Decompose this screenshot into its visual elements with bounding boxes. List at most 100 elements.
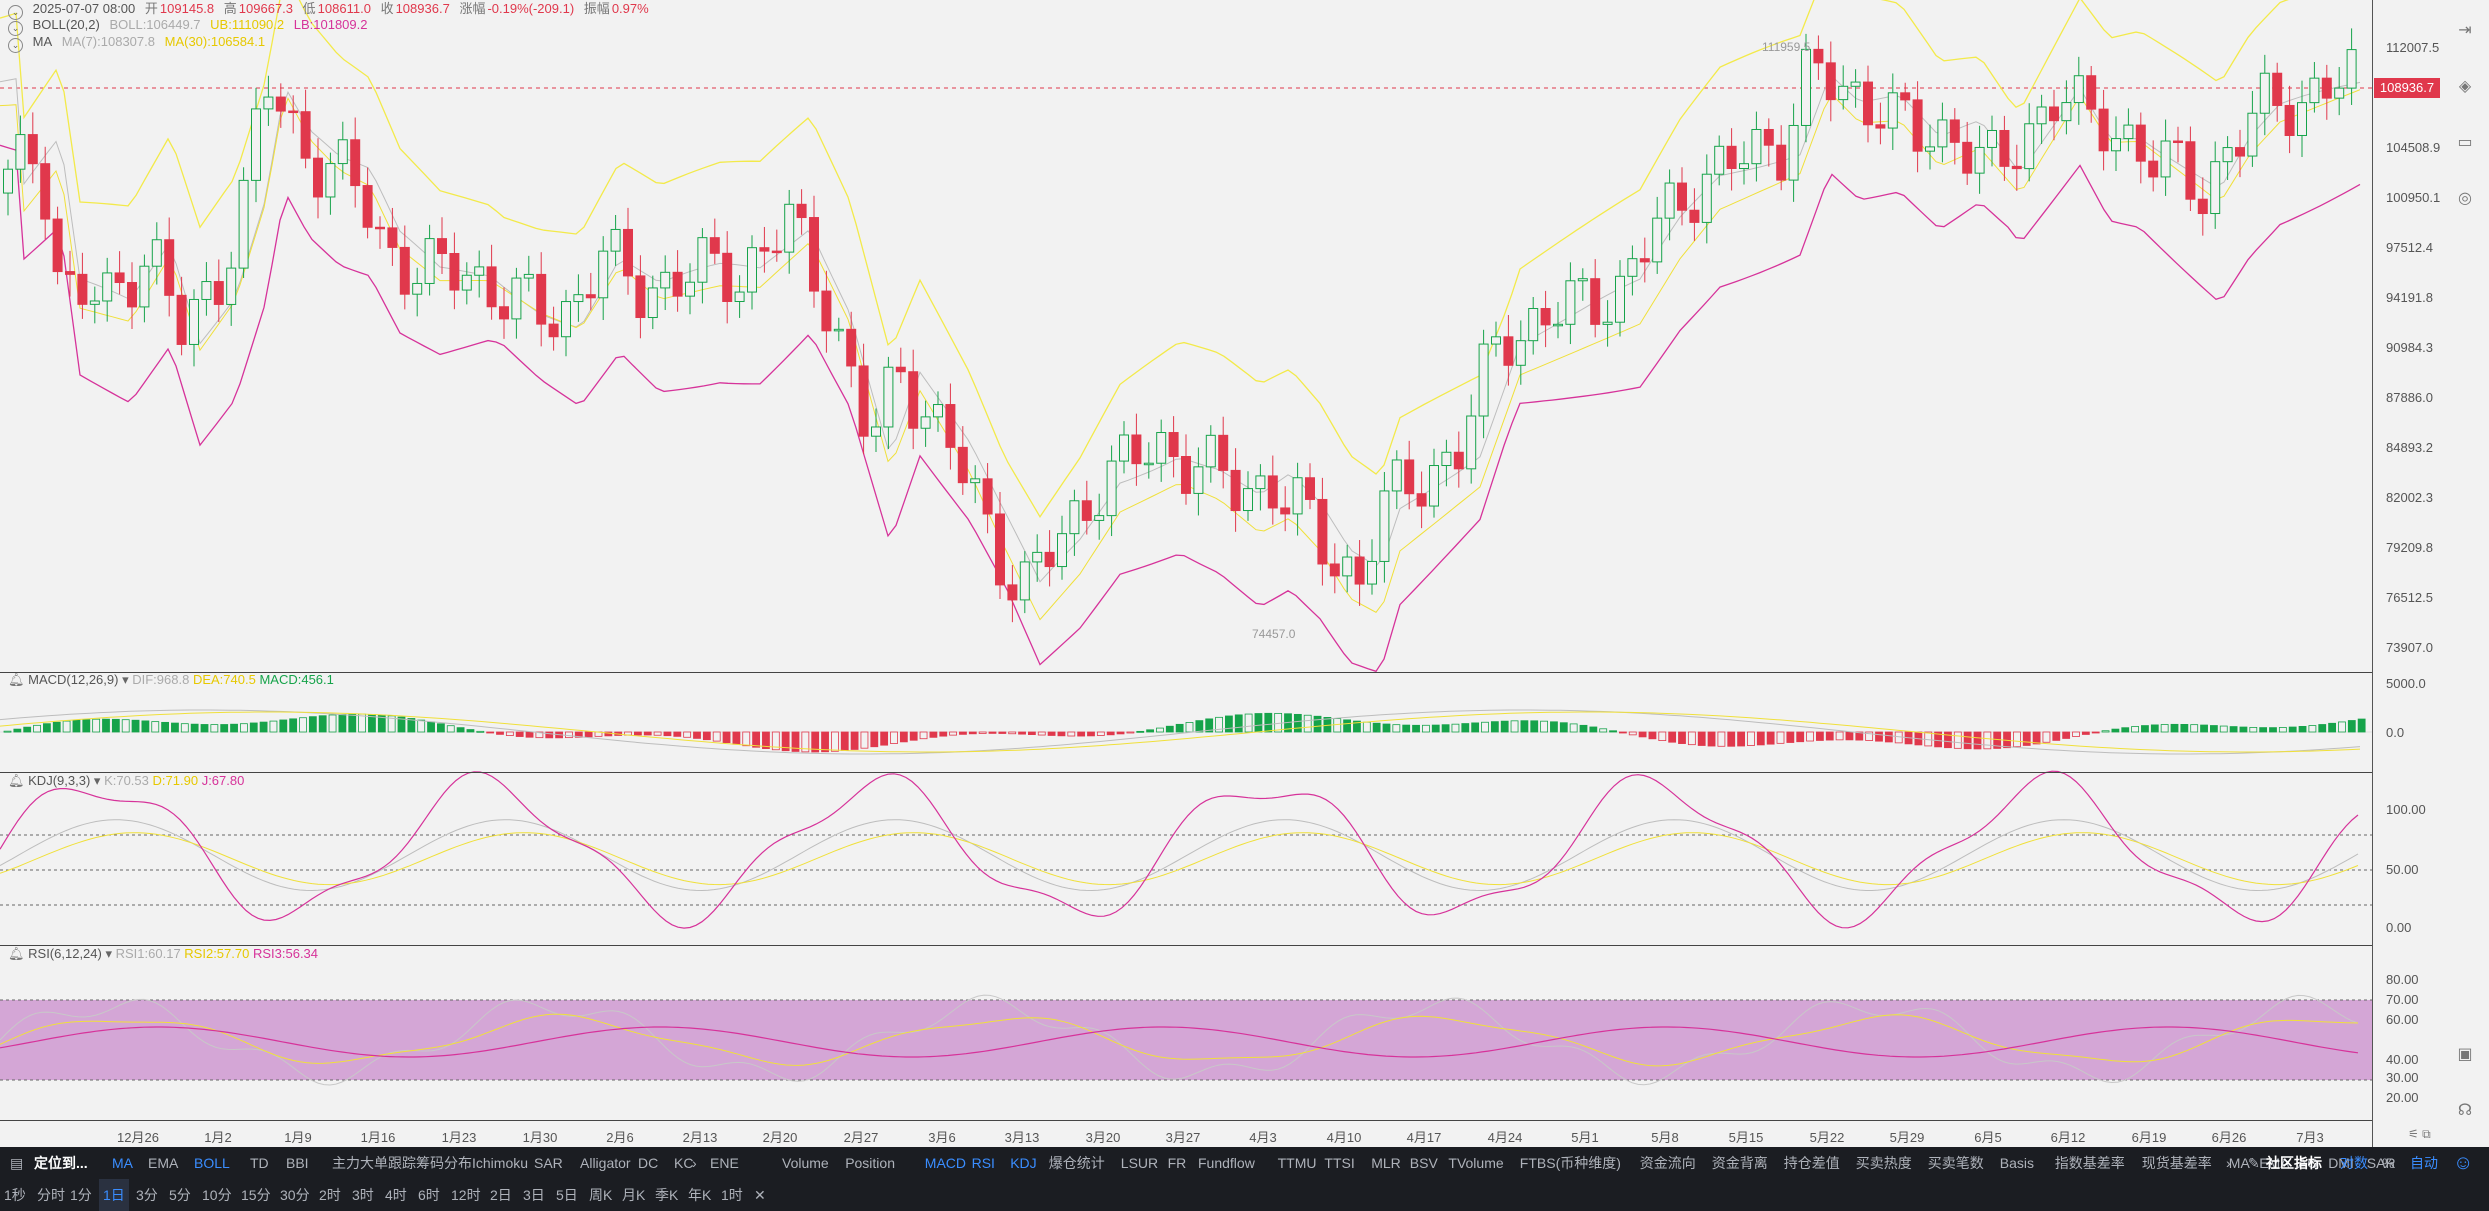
dropdown-arrow-icon[interactable]: ▾ — [122, 672, 129, 687]
timeframe-18[interactable]: 月K — [622, 1187, 646, 1203]
edit-icon[interactable]: ✎ — [2248, 1155, 2260, 1171]
bell-icon[interactable]: 🔔︎ — [8, 773, 25, 788]
timeframe-11[interactable]: 4时 — [385, 1187, 407, 1203]
timeframe-19[interactable]: 季K — [655, 1187, 679, 1203]
sub-indicator-4[interactable]: KDJ — [1010, 1155, 1037, 1171]
macd-name[interactable]: MACD(12,26,9) — [28, 672, 119, 687]
sub-indicator-3[interactable]: RSI — [971, 1155, 995, 1171]
timeframe-8[interactable]: 30分 — [280, 1187, 310, 1203]
sub-indicator-21[interactable]: 指数基差率 — [2054, 1155, 2125, 1171]
sub-indicator-10[interactable]: TTSI — [1324, 1155, 1355, 1171]
sub-indicator-0[interactable]: Volume — [782, 1155, 829, 1171]
timeframe-15[interactable]: 3日 — [523, 1187, 545, 1203]
indicator-5[interactable]: 主力大单跟踪 — [332, 1155, 416, 1171]
sub-indicator-24[interactable]: EMA — [2259, 1155, 2290, 1171]
timeframe-1[interactable]: 分时 — [37, 1187, 65, 1203]
timeframe-2[interactable]: 1分 — [70, 1187, 92, 1203]
indicator-7[interactable]: Ichimoku — [472, 1155, 529, 1171]
indicator-12[interactable]: ENE — [710, 1155, 739, 1171]
indicator-9[interactable]: Alligator — [580, 1155, 631, 1171]
axis-settings-icon[interactable]: ⚟ ⧉ — [2408, 1127, 2431, 1141]
sub-indicator-12[interactable]: BSV — [1409, 1155, 1438, 1171]
chevron-down-icon[interactable]: ⌄ — [8, 21, 23, 36]
timeframe-6[interactable]: 10分 — [202, 1187, 232, 1203]
macd-histogram-bar — [1254, 713, 1263, 733]
indicator-8[interactable]: SAR — [534, 1155, 563, 1171]
sub-indicator-6[interactable]: LSUR — [1120, 1155, 1159, 1171]
dropdown-arrow-icon[interactable]: ▾ — [105, 946, 112, 961]
timeframe-17[interactable]: 周K — [589, 1187, 613, 1203]
timeframe-16[interactable]: 5日 — [556, 1187, 578, 1203]
monitor-icon[interactable]: ▭ — [2457, 134, 2473, 151]
kdj-name[interactable]: KDJ(9,3,3) — [28, 773, 91, 788]
export-icon[interactable]: ⇥ — [2458, 22, 2472, 39]
indicator-10[interactable]: DC — [638, 1155, 659, 1171]
timeframe-10[interactable]: 3时 — [352, 1187, 374, 1203]
sub-indicator-9[interactable]: TTMU — [1277, 1155, 1317, 1171]
chevron-down-icon[interactable]: ⌄ — [8, 5, 23, 20]
indicator-2[interactable]: BOLL — [194, 1155, 230, 1171]
indicator-0[interactable]: MA — [112, 1155, 133, 1171]
sub-indicator-25[interactable]: AO — [2297, 1155, 2319, 1171]
timeframe-7[interactable]: 15分 — [241, 1187, 271, 1203]
sub-indicator-1[interactable]: Position — [845, 1155, 895, 1171]
sub-indicator-7[interactable]: FR — [1167, 1155, 1187, 1171]
sub-indicator-22[interactable]: 现货基差率 — [2141, 1155, 2212, 1171]
timeframe-12[interactable]: 6时 — [418, 1187, 440, 1203]
sub-indicator-18[interactable]: 买卖热度 — [1855, 1155, 1912, 1171]
timeframe-20[interactable]: 年K — [688, 1187, 712, 1203]
sub-indicator-20[interactable]: Basis — [1999, 1155, 2035, 1171]
sub-indicator-17[interactable]: 持仓差值 — [1783, 1155, 1840, 1171]
close-icon[interactable]: ✕ — [754, 1187, 766, 1203]
timeframe-9[interactable]: 2时 — [319, 1187, 341, 1203]
pane-separator[interactable] — [0, 672, 2372, 673]
community-indicators-button[interactable]: 社区指标 — [2266, 1155, 2322, 1171]
boll-name[interactable]: BOLL(20,2) — [32, 17, 100, 32]
pane-separator[interactable] — [0, 772, 2372, 773]
indicator-6[interactable]: 筹码分布 — [416, 1155, 472, 1171]
timeframe-3[interactable]: 1日 — [99, 1179, 129, 1211]
candlestick-chart[interactable] — [0, 0, 2372, 1120]
chevron-right-icon[interactable]: › — [692, 1155, 697, 1171]
timeframe-13[interactable]: 12时 — [451, 1187, 481, 1203]
sub-indicator-8[interactable]: Fundflow — [1198, 1155, 1255, 1171]
log-scale-toggle[interactable]: 对数 — [2340, 1155, 2368, 1171]
sub-indicator-5[interactable]: 爆仓统计 — [1048, 1155, 1105, 1171]
timeframe-5[interactable]: 5分 — [169, 1187, 191, 1203]
sub-indicator-13[interactable]: TVolume — [1448, 1155, 1504, 1171]
percent-scale-toggle[interactable]: % — [2382, 1155, 2395, 1171]
sub-indicator-26[interactable]: DMI — [2328, 1155, 2354, 1171]
sub-indicator-11[interactable]: MLR — [1371, 1155, 1401, 1171]
timeframe-14[interactable]: 2日 — [490, 1187, 512, 1203]
chevron-right-icon[interactable]: › — [2226, 1155, 2231, 1171]
timeframe-0[interactable]: 1秒 — [4, 1187, 26, 1203]
headset-icon[interactable]: ☊ — [2457, 1102, 2473, 1119]
chevron-down-icon[interactable]: ⌄ — [8, 38, 23, 53]
sub-indicator-23[interactable]: MA — [2228, 1155, 2250, 1171]
ma-name[interactable]: MA — [32, 34, 53, 49]
dropdown-arrow-icon[interactable]: ▾ — [93, 773, 101, 788]
sub-indicator-15[interactable]: 资金流向 — [1639, 1155, 1696, 1171]
auto-scale-toggle[interactable]: 自动 — [2410, 1155, 2438, 1171]
sub-indicator-14[interactable]: FTBS(币种维度) — [1519, 1155, 1621, 1171]
indicator-4[interactable]: BBI — [286, 1155, 309, 1171]
panel-icon[interactable]: ▣ — [2457, 1046, 2473, 1063]
sub-indicator-19[interactable]: 买卖笔数 — [1927, 1155, 1984, 1171]
settings-circle-icon[interactable]: ◎ — [2458, 190, 2472, 207]
sub-indicator-16[interactable]: 资金背离 — [1711, 1155, 1768, 1171]
timeframe-4[interactable]: 3分 — [136, 1187, 158, 1203]
bell-icon[interactable]: 🔔︎ — [8, 672, 25, 687]
bell-icon[interactable]: 🔔︎ — [8, 946, 25, 961]
assistant-robot-icon[interactable]: ☺ — [2453, 1152, 2474, 1174]
indicator-1[interactable]: EMA — [148, 1155, 179, 1171]
pane-separator[interactable] — [0, 945, 2372, 946]
rsi-name[interactable]: RSI(6,12,24) — [28, 946, 102, 961]
sub-indicator-2[interactable]: MACD — [924, 1155, 967, 1171]
timeframe-21[interactable]: 1时 — [721, 1187, 743, 1203]
locate-button[interactable]: 定位到... — [34, 1155, 88, 1171]
locate-icon[interactable]: ▤ — [10, 1155, 24, 1171]
indicator-3[interactable]: TD — [250, 1155, 269, 1171]
layers-icon[interactable]: ◈ — [2458, 78, 2472, 95]
sub-indicator-27[interactable]: SAR — [2366, 1155, 2396, 1171]
indicator-11[interactable]: KC — [674, 1155, 694, 1171]
